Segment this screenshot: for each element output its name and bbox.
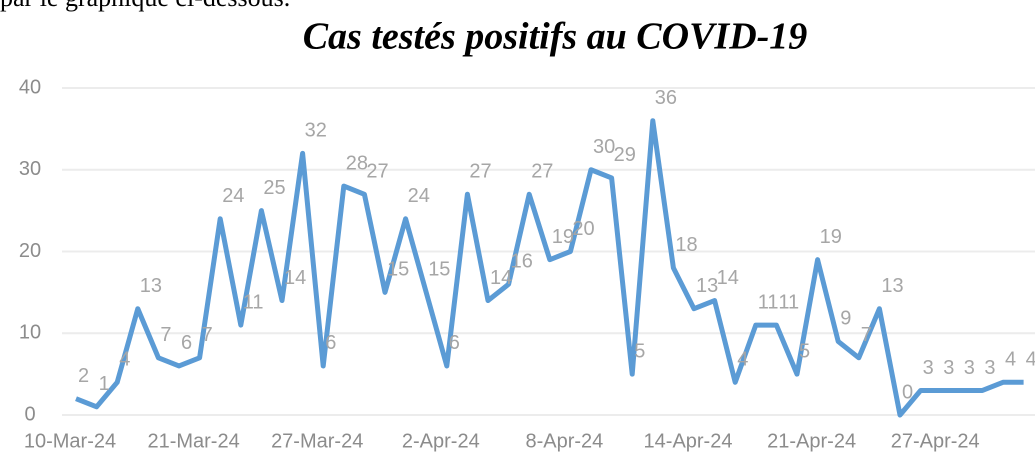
data-label: 6 bbox=[325, 332, 336, 354]
data-label: 2 bbox=[78, 365, 89, 387]
data-label: 24 bbox=[408, 185, 430, 207]
data-label: 32 bbox=[305, 120, 327, 142]
data-label: 29 bbox=[614, 144, 636, 166]
data-label: 14 bbox=[717, 267, 739, 289]
data-label: 27 bbox=[366, 161, 388, 183]
data-label: 27 bbox=[531, 161, 553, 183]
data-label: 1 bbox=[99, 373, 110, 395]
data-label: 4 bbox=[1026, 349, 1035, 371]
x-tick-label: 21-Mar-24 bbox=[147, 430, 239, 452]
data-label: 13 bbox=[140, 275, 162, 297]
data-label: 19 bbox=[552, 226, 574, 248]
intro-text: par le graphique ci-dessous. bbox=[0, 0, 290, 12]
x-tick-label: 14-Apr-24 bbox=[644, 430, 733, 452]
data-label: 13 bbox=[881, 275, 903, 297]
data-line bbox=[75, 118, 1024, 418]
data-label: 4 bbox=[1005, 349, 1016, 371]
data-label: 3 bbox=[964, 357, 975, 379]
data-label: 36 bbox=[655, 87, 677, 109]
x-tick-label: 27-Apr-24 bbox=[891, 430, 980, 452]
chart-title: Cas testés positifs au COVID-19 bbox=[303, 16, 808, 58]
y-tick-label: 10 bbox=[19, 322, 41, 344]
data-label: 4 bbox=[737, 349, 748, 371]
data-label: 3 bbox=[984, 357, 995, 379]
data-label: 19 bbox=[820, 226, 842, 248]
data-label: 7 bbox=[861, 324, 872, 346]
data-label: 3 bbox=[923, 357, 934, 379]
data-label: 5 bbox=[799, 340, 810, 362]
data-label: 5 bbox=[634, 340, 645, 362]
data-label: 28 bbox=[346, 152, 368, 174]
data-label: 16 bbox=[511, 250, 533, 272]
y-tick-label: 30 bbox=[19, 158, 41, 180]
data-label: 25 bbox=[263, 177, 285, 199]
y-tick-label: 20 bbox=[19, 240, 41, 262]
data-label: 15 bbox=[428, 259, 450, 281]
data-label: 24 bbox=[222, 185, 244, 207]
x-tick-label: 2-Apr-24 bbox=[402, 430, 480, 452]
data-label: 14 bbox=[490, 267, 512, 289]
x-tick-label: 27-Mar-24 bbox=[271, 430, 363, 452]
data-label: 14 bbox=[284, 267, 306, 289]
x-tick-label: 21-Apr-24 bbox=[767, 430, 856, 452]
data-label: 7 bbox=[160, 324, 171, 346]
y-tick-label: 40 bbox=[19, 76, 41, 98]
data-label: 0 bbox=[902, 381, 913, 403]
y-tick-label: 0 bbox=[24, 403, 35, 425]
data-label: 30 bbox=[593, 136, 615, 158]
data-label: 11 bbox=[243, 291, 264, 313]
data-label: 6 bbox=[449, 332, 460, 354]
data-label: 9 bbox=[840, 308, 851, 330]
data-label: 18 bbox=[675, 234, 697, 256]
data-label: 13 bbox=[696, 275, 718, 297]
data-label: 11 bbox=[778, 291, 799, 313]
data-label: 15 bbox=[387, 259, 409, 281]
data-label: 27 bbox=[469, 161, 491, 183]
x-tick-label: 8-Apr-24 bbox=[525, 430, 603, 452]
x-tick-label: 10-Mar-24 bbox=[24, 430, 116, 452]
data-label: 11 bbox=[758, 291, 779, 313]
data-label: 3 bbox=[943, 357, 954, 379]
data-label: 4 bbox=[119, 349, 130, 371]
data-label: 7 bbox=[202, 324, 213, 346]
data-label: 6 bbox=[181, 332, 192, 354]
data-label: 20 bbox=[572, 218, 594, 240]
